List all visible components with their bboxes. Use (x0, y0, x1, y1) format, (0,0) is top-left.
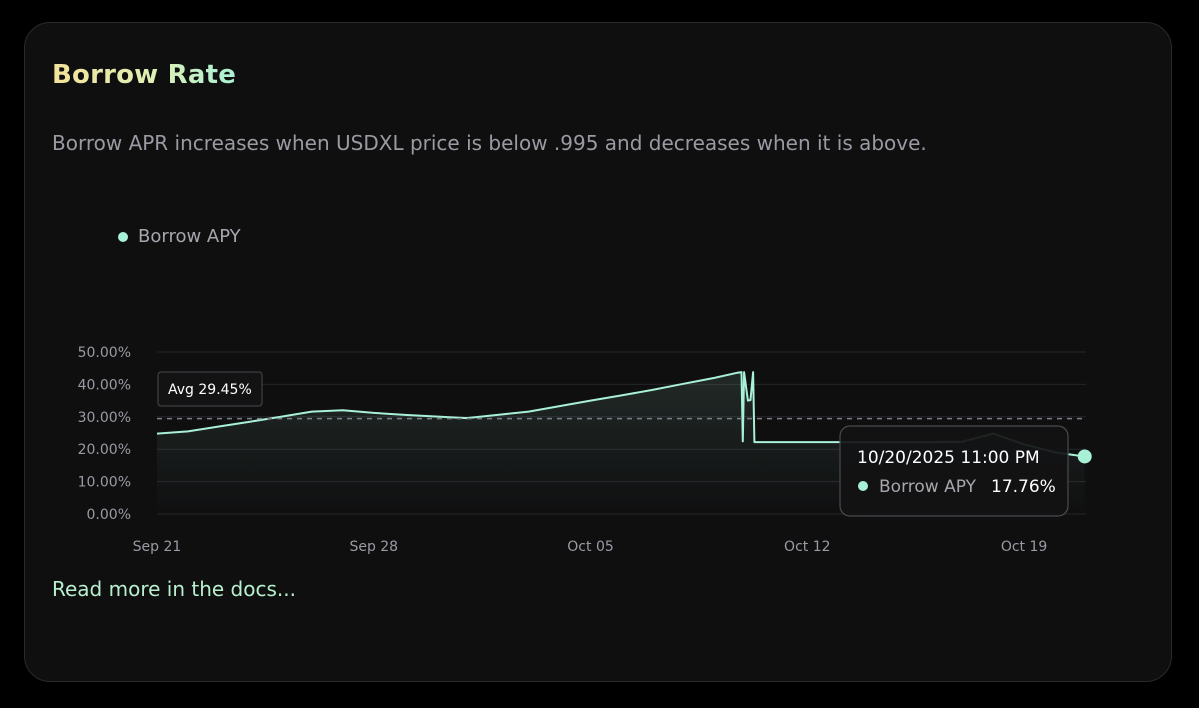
legend-label: Borrow APY (138, 226, 241, 247)
x-axis-ticks: Sep 21 Sep 28 Oct 05 Oct 12 Oct 19 (133, 539, 1048, 555)
y-tick-label: 0.00% (87, 507, 131, 523)
y-axis-ticks: 0.00% 10.00% 20.00% 30.00% 40.00% 50.00% (78, 345, 131, 523)
x-tick-label: Oct 12 (784, 539, 830, 555)
last-point-marker[interactable] (1077, 449, 1092, 464)
chart-legend[interactable]: Borrow APY (118, 226, 241, 247)
x-tick-label: Oct 05 (567, 539, 613, 555)
average-badge: Avg 29.45% (157, 371, 263, 407)
card-subtitle: Borrow APR increases when USDXL price is… (52, 131, 927, 155)
average-label: Avg 29.45% (168, 382, 252, 398)
x-tick-label: Sep 28 (349, 539, 398, 555)
card-title: Borrow Rate (52, 60, 237, 90)
y-tick-label: 40.00% (78, 377, 131, 393)
tooltip-box (839, 425, 1069, 517)
y-tick-label: 20.00% (78, 442, 131, 458)
docs-link[interactable]: Read more in the docs... (52, 577, 296, 601)
tooltip-value: 17.76% (991, 477, 1056, 497)
x-tick-label: Sep 21 (133, 539, 182, 555)
y-tick-label: 50.00% (78, 345, 131, 361)
tooltip-series-dot-icon (858, 481, 868, 491)
chart-tooltip: 10/20/2025 11:00 PM Borrow APY 17.76% (839, 425, 1069, 517)
average-badge-box (157, 371, 263, 407)
y-tick-label: 30.00% (78, 410, 131, 426)
legend-dot-icon (118, 231, 128, 242)
y-tick-label: 10.00% (78, 475, 131, 491)
x-tick-label: Oct 19 (1001, 539, 1047, 555)
tooltip-series-name: Borrow APY (879, 477, 977, 497)
tooltip-date: 10/20/2025 11:00 PM (857, 448, 1040, 468)
